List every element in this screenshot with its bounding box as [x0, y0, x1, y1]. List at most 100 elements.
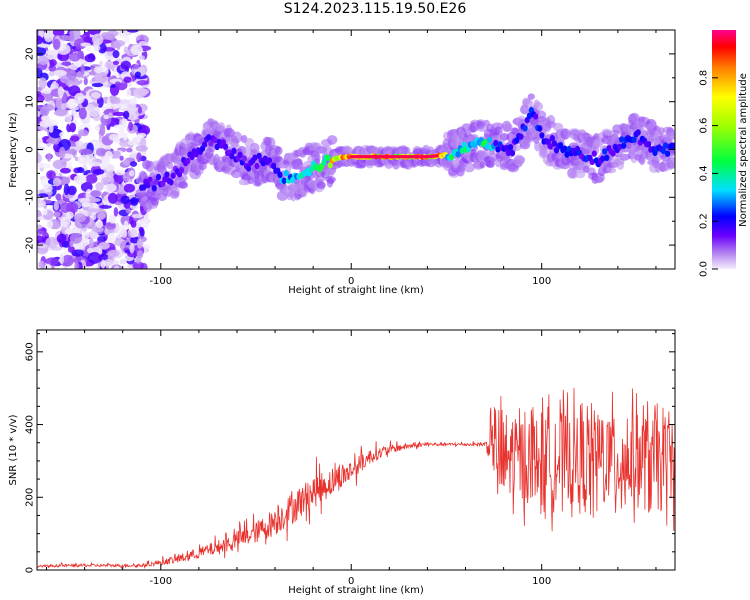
spectrogram-noise-cell — [125, 208, 132, 214]
colorbar-ticks: 0.0 0.2 0.4 0.6 0.8 — [699, 70, 718, 277]
spectrogram-noise-cell — [52, 159, 67, 170]
spectrogram-noise-cell — [120, 214, 132, 226]
y-tick-label: 400 — [25, 415, 36, 434]
spectrogram-noise-cell — [59, 167, 71, 174]
x-tick-label: 0 — [348, 576, 354, 587]
spectrogram-noise-cell — [59, 131, 65, 138]
spectrogram-y-ticks: -20 -10 0 10 20 — [25, 29, 675, 270]
spectrogram-noise-cell — [99, 60, 104, 67]
spectrogram-ridge-cell — [155, 173, 162, 181]
spectrogram-noise-cell — [68, 37, 76, 42]
spectrogram-ridge-cell — [170, 172, 176, 179]
spectrogram-noise-cell — [38, 77, 47, 89]
spectrogram-noise-cell — [123, 76, 132, 83]
spectrogram-halo-cell — [527, 93, 535, 100]
snr-y-label: SNR (10 * v/v) — [8, 414, 19, 485]
spectrogram-noise-cell — [63, 183, 70, 196]
spectrogram-ridge-cell — [206, 134, 212, 141]
snr-frame — [36, 329, 676, 571]
spectrogram-halo-cell — [166, 161, 174, 170]
spectrogram-ridge-cell — [237, 151, 243, 159]
spectrogram-noise-cell — [136, 238, 143, 249]
spectrogram-ridge-cell — [562, 145, 568, 152]
spectrogram-noise-cell — [43, 30, 54, 43]
spectrogram-noise-cell — [69, 63, 78, 71]
spectrogram-halo-cell — [477, 125, 489, 132]
spectrogram-ridge-cell — [537, 125, 543, 132]
spectrogram-ridge-cell — [151, 185, 157, 192]
spectrogram-noise-cell — [39, 119, 52, 128]
spectrogram-noise-cell — [49, 59, 57, 67]
spectrogram-ridge-cell — [631, 136, 637, 143]
spectrogram-halo-cell — [503, 123, 513, 132]
spectrogram-noise-cell — [78, 66, 92, 71]
spectrogram-noise-cell — [66, 81, 80, 87]
spectrogram-ridge-cell — [283, 170, 289, 177]
spectrogram-noise-cell — [125, 88, 132, 97]
spectrogram-noise-cell — [65, 201, 79, 214]
spectrogram-noise-cell — [120, 195, 130, 205]
spectrogram-noise-cell — [103, 114, 110, 120]
snr-y-ticks: 0 200 400 600 — [25, 333, 675, 573]
spectrogram-ridge-cell — [202, 141, 208, 148]
snr-panel: -100 0 100 0 200 400 600 Height of straight l… — [8, 329, 676, 596]
spectrogram-noise-cell — [74, 92, 85, 104]
spectrogram-ridge-cell — [604, 154, 610, 161]
spectrogram-ridge-cell — [509, 149, 516, 157]
spectrogram-noise-cell — [132, 64, 140, 70]
spectrogram-ridge-cell — [212, 137, 218, 144]
spectrogram-ridge-cell — [308, 166, 314, 173]
spectrogram-halo-cell — [169, 190, 180, 199]
spectrogram-noise-cell — [69, 232, 83, 244]
spectrogram-ridge-cell — [486, 136, 493, 144]
spectrogram-noise-cell — [138, 226, 144, 233]
spectrogram-noise-cell — [115, 170, 125, 176]
spectrogram-noise-cell — [37, 55, 49, 66]
spectrogram-ridge-cell — [271, 162, 277, 170]
y-tick-label: 20 — [25, 48, 36, 61]
spectrogram-noise-cell — [53, 109, 68, 117]
spectrogram-noise-cell — [41, 208, 48, 216]
spectrogram-noise-cell — [67, 185, 77, 196]
spectrogram-ridge-cell — [321, 159, 327, 166]
spectrogram-ridge-cell — [618, 136, 625, 143]
spectrogram-noise-cell — [46, 153, 52, 162]
spectrogram-ridge-cell — [162, 176, 168, 183]
spectrogram-noise-cell — [136, 250, 144, 259]
spectrogram-ridge-cell — [168, 179, 174, 186]
spectrogram-ridge-cell — [277, 171, 283, 178]
spectrogram-noise-cell — [86, 247, 94, 254]
spectrogram-noise-cell — [53, 38, 61, 50]
spectrogram-halo-cell — [391, 158, 401, 170]
spectrogram-noise-cell — [129, 243, 135, 254]
spectrogram-noise-cell — [94, 71, 108, 84]
spectrogram-noise-cell — [81, 201, 91, 208]
spectrogram-noise-cell — [45, 236, 59, 249]
spectrogram-noise-cell — [127, 112, 139, 121]
spectrogram-halo-cell — [456, 164, 465, 177]
spectrogram-noise-cell — [39, 106, 50, 117]
spectrogram-noise-cell — [90, 190, 101, 198]
spectrogram-noise-cell — [74, 261, 80, 269]
spectrogram-ridge-cell — [153, 178, 159, 185]
spectrogram-noise-cell — [67, 246, 75, 253]
spectrogram-ridge-cell — [164, 171, 170, 178]
spectrogram-noise-cell — [66, 70, 77, 81]
colorbar-tick-label: 0.6 — [699, 118, 710, 134]
spectrogram-noise-cell — [95, 182, 104, 191]
x-tick-label: -100 — [149, 276, 172, 287]
spectrogram-halo-cell — [316, 181, 326, 189]
spectrogram-noise-cell — [128, 121, 134, 132]
spectrogram-noise-cell — [135, 256, 142, 264]
spectrogram-noise-cell — [37, 110, 41, 118]
spectrogram-noise-cell — [101, 157, 110, 167]
spectrogram-noise-cell — [110, 176, 115, 185]
colorbar-tick-label: 0.2 — [699, 213, 710, 229]
spectrogram-noise-cell — [78, 148, 93, 155]
spectrogram-halo-cell — [214, 125, 225, 132]
spectrogram-ridge-cell — [551, 140, 558, 147]
spectrogram-noise-cell — [99, 204, 112, 209]
spectrogram-noise-cell — [130, 44, 143, 56]
spectrogram-noise-cell — [83, 36, 93, 43]
